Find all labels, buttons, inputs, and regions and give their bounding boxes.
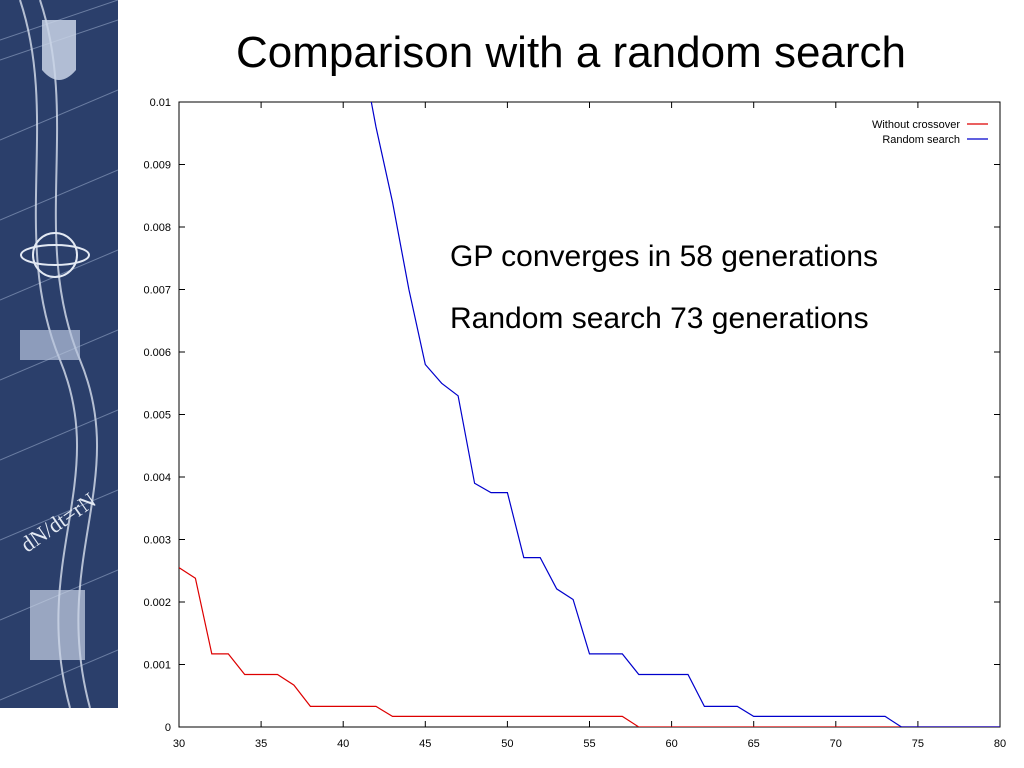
legend-label: Random search: [882, 134, 960, 146]
x-tick-label: 40: [337, 738, 349, 750]
y-tick-label: 0.009: [143, 160, 171, 172]
y-tick-label: 0.007: [143, 285, 171, 297]
slide-title: Comparison with a random search: [235, 28, 907, 77]
x-tick-label: 50: [501, 738, 513, 750]
y-axis-tick-labels: 0 0.001 0.002 0.003 0.004 0.005 0.006 0.007 0.00…: [143, 97, 171, 734]
y-tick-label: 0.005: [143, 410, 171, 422]
decorative-side-banner: dN/dt=rN: [0, 0, 118, 708]
y-tick-label: 0.006: [143, 347, 171, 359]
x-tick-label: 55: [583, 738, 595, 750]
x-tick-label: 30: [173, 738, 185, 750]
y-tick-label: 0.003: [143, 535, 171, 547]
y-tick-label: 0.004: [143, 472, 171, 484]
annotation-random-search: Random search 73 generations: [450, 302, 869, 335]
y-tick-label: 0.002: [143, 597, 171, 609]
y-tick-label: 0: [165, 722, 171, 734]
x-tick-label: 80: [994, 738, 1006, 750]
banner-artwork-icon: dN/dt=rN: [0, 0, 118, 708]
y-tick-label: 0.01: [150, 97, 171, 109]
legend: Without crossover Random search: [872, 119, 988, 146]
legend-label: Without crossover: [872, 119, 960, 131]
series-line-random-search: [370, 102, 1000, 727]
x-tick-label: 70: [830, 738, 842, 750]
x-axis-tick-labels: 30 35 40 45 50 55 60 65 70 75 80: [173, 738, 1006, 750]
series-line-without-crossover: [179, 567, 1000, 727]
x-tick-label: 45: [419, 738, 431, 750]
x-tick-label: 35: [255, 738, 267, 750]
plot-area: [178, 101, 1001, 728]
series-lines: [179, 102, 1000, 727]
x-tick-label: 60: [665, 738, 677, 750]
y-tick-label: 0.001: [143, 660, 171, 672]
annotation-gp-convergence: GP converges in 58 generations: [450, 240, 879, 273]
y-tick-label: 0.008: [143, 222, 171, 234]
x-tick-label: 75: [912, 738, 924, 750]
axis-ticks: [178, 101, 1001, 728]
x-tick-label: 65: [748, 738, 760, 750]
